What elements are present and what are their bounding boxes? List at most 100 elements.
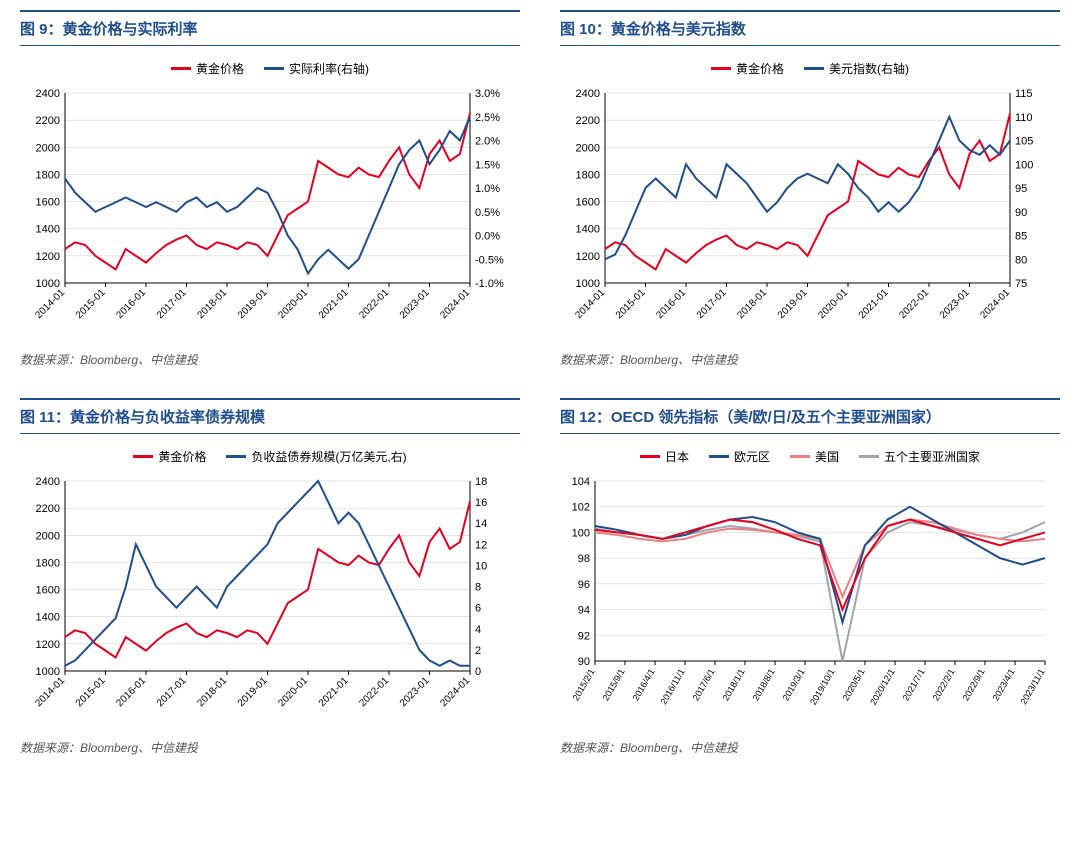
svg-text:1800: 1800 bbox=[36, 169, 60, 181]
svg-text:0.0%: 0.0% bbox=[475, 231, 500, 243]
svg-text:110: 110 bbox=[1015, 112, 1033, 124]
svg-text:2023/11/1: 2023/11/1 bbox=[1018, 667, 1046, 706]
svg-text:2023-01: 2023-01 bbox=[398, 287, 432, 321]
svg-text:0.5%: 0.5% bbox=[475, 207, 500, 219]
svg-text:2024-01: 2024-01 bbox=[978, 287, 1012, 321]
svg-text:2020-01: 2020-01 bbox=[816, 287, 850, 321]
svg-text:-0.5%: -0.5% bbox=[475, 254, 504, 266]
svg-text:2018/1/1: 2018/1/1 bbox=[721, 667, 747, 702]
svg-text:2017-01: 2017-01 bbox=[155, 675, 189, 709]
chart-10: 1000120014001600180020002200240075808590… bbox=[560, 83, 1060, 343]
chart-12-source: 数据来源：Bloomberg、中信建投 bbox=[560, 739, 1060, 756]
svg-text:1000: 1000 bbox=[36, 278, 60, 290]
svg-text:80: 80 bbox=[1015, 254, 1027, 266]
svg-text:2200: 2200 bbox=[36, 115, 60, 127]
chart-11-title: 图 11：黄金价格与负收益率债券规模 bbox=[20, 409, 265, 426]
chart-9: 10001200140016001800200022002400-1.0%-0.… bbox=[20, 83, 520, 343]
svg-text:2016/4/1: 2016/4/1 bbox=[631, 667, 657, 702]
chart-12: 90929496981001021042015/2/12015/9/12016/… bbox=[560, 471, 1060, 731]
svg-text:14: 14 bbox=[475, 518, 487, 530]
svg-text:1200: 1200 bbox=[576, 251, 600, 263]
svg-text:1.0%: 1.0% bbox=[475, 183, 500, 195]
svg-text:2015/9/1: 2015/9/1 bbox=[601, 667, 627, 702]
chart-9-legend: 黄金价格实际利率(右轴) bbox=[20, 60, 520, 77]
chart-10-source: 数据来源：Bloomberg、中信建投 bbox=[560, 351, 1060, 368]
svg-text:2018-01: 2018-01 bbox=[195, 675, 229, 709]
svg-text:2022/2/1: 2022/2/1 bbox=[931, 667, 957, 702]
chart-10-panel: 图 10：黄金价格与美元指数 黄金价格美元指数(右轴) 100012001400… bbox=[560, 10, 1060, 368]
chart-12-title-bar: 图 12：OECD 领先指标（美/欧/日/及五个主要亚洲国家） bbox=[560, 398, 1060, 434]
svg-text:90: 90 bbox=[1015, 207, 1027, 219]
svg-text:2015-01: 2015-01 bbox=[74, 675, 108, 709]
svg-text:2016-01: 2016-01 bbox=[654, 287, 688, 321]
svg-text:75: 75 bbox=[1015, 278, 1027, 290]
svg-text:2016-01: 2016-01 bbox=[114, 675, 148, 709]
chart-9-title: 图 9：黄金价格与实际利率 bbox=[20, 21, 198, 38]
svg-text:2.5%: 2.5% bbox=[475, 112, 500, 124]
svg-text:98: 98 bbox=[578, 553, 590, 565]
chart-11-title-bar: 图 11：黄金价格与负收益率债券规模 bbox=[20, 398, 520, 434]
svg-text:100: 100 bbox=[572, 527, 590, 539]
svg-text:2014-01: 2014-01 bbox=[33, 675, 67, 709]
chart-12-title: 图 12：OECD 领先指标（美/欧/日/及五个主要亚洲国家） bbox=[560, 409, 941, 426]
svg-text:1400: 1400 bbox=[36, 224, 60, 236]
svg-text:2015/2/1: 2015/2/1 bbox=[571, 667, 597, 702]
svg-text:6: 6 bbox=[475, 603, 481, 615]
chart-12-legend: 日本欧元区美国五个主要亚洲国家 bbox=[560, 448, 1060, 465]
svg-text:1600: 1600 bbox=[36, 197, 60, 209]
svg-text:2400: 2400 bbox=[36, 88, 60, 100]
svg-text:1800: 1800 bbox=[576, 169, 600, 181]
svg-text:2014-01: 2014-01 bbox=[33, 287, 67, 321]
svg-text:2017-01: 2017-01 bbox=[155, 287, 189, 321]
chart-11-source: 数据来源：Bloomberg、中信建投 bbox=[20, 739, 520, 756]
svg-text:2024-01: 2024-01 bbox=[438, 287, 472, 321]
svg-text:2017-01: 2017-01 bbox=[695, 287, 729, 321]
svg-text:0: 0 bbox=[475, 666, 481, 678]
svg-text:1600: 1600 bbox=[36, 585, 60, 597]
svg-text:2022-01: 2022-01 bbox=[897, 287, 931, 321]
chart-9-title-bar: 图 9：黄金价格与实际利率 bbox=[20, 10, 520, 46]
chart-9-panel: 图 9：黄金价格与实际利率 黄金价格实际利率(右轴) 1000 1200 1400 1… bbox=[20, 10, 520, 368]
svg-text:100: 100 bbox=[1015, 159, 1033, 171]
chart-10-title-bar: 图 10：黄金价格与美元指数 bbox=[560, 10, 1060, 46]
svg-text:2019/10/1: 2019/10/1 bbox=[808, 667, 837, 707]
svg-text:2400: 2400 bbox=[576, 88, 600, 100]
svg-text:2015-01: 2015-01 bbox=[74, 287, 108, 321]
svg-text:1800: 1800 bbox=[36, 557, 60, 569]
chart-11: 1000120014001600180020002200240002468101… bbox=[20, 471, 520, 731]
svg-text:85: 85 bbox=[1015, 231, 1027, 243]
chart-10-title: 图 10：黄金价格与美元指数 bbox=[560, 21, 746, 38]
svg-text:2200: 2200 bbox=[36, 503, 60, 515]
svg-text:94: 94 bbox=[578, 605, 590, 617]
svg-text:2020-01: 2020-01 bbox=[276, 287, 310, 321]
svg-text:96: 96 bbox=[578, 579, 590, 591]
svg-text:90: 90 bbox=[578, 656, 590, 668]
svg-text:2019-01: 2019-01 bbox=[236, 675, 270, 709]
svg-text:2019/3/1: 2019/3/1 bbox=[781, 667, 807, 702]
svg-text:1200: 1200 bbox=[36, 639, 60, 651]
svg-text:3.0%: 3.0% bbox=[475, 88, 500, 100]
svg-text:92: 92 bbox=[578, 630, 590, 642]
svg-text:2023-01: 2023-01 bbox=[398, 675, 432, 709]
svg-text:2020/5/1: 2020/5/1 bbox=[841, 667, 867, 702]
svg-text:2022/9/1: 2022/9/1 bbox=[961, 667, 987, 702]
svg-text:2023-01: 2023-01 bbox=[938, 287, 972, 321]
svg-text:1.5%: 1.5% bbox=[475, 159, 500, 171]
svg-text:2018-01: 2018-01 bbox=[195, 287, 229, 321]
svg-text:1200: 1200 bbox=[36, 251, 60, 263]
svg-text:2015-01: 2015-01 bbox=[614, 287, 648, 321]
svg-text:2016-01: 2016-01 bbox=[114, 287, 148, 321]
svg-text:2017/6/1: 2017/6/1 bbox=[691, 667, 717, 702]
svg-text:95: 95 bbox=[1015, 183, 1027, 195]
svg-text:2022-01: 2022-01 bbox=[357, 675, 391, 709]
svg-text:1600: 1600 bbox=[576, 197, 600, 209]
chart-11-panel: 图 11：黄金价格与负收益率债券规模 黄金价格负收益债券规模(万亿美元,右) 1… bbox=[20, 398, 520, 756]
svg-text:1000: 1000 bbox=[36, 666, 60, 678]
svg-text:2019-01: 2019-01 bbox=[776, 287, 810, 321]
svg-text:115: 115 bbox=[1015, 88, 1033, 100]
svg-text:2000: 2000 bbox=[36, 142, 60, 154]
svg-text:1400: 1400 bbox=[36, 612, 60, 624]
chart-11-legend: 黄金价格负收益债券规模(万亿美元,右) bbox=[20, 448, 520, 465]
svg-text:2400: 2400 bbox=[36, 476, 60, 488]
svg-text:2022-01: 2022-01 bbox=[357, 287, 391, 321]
